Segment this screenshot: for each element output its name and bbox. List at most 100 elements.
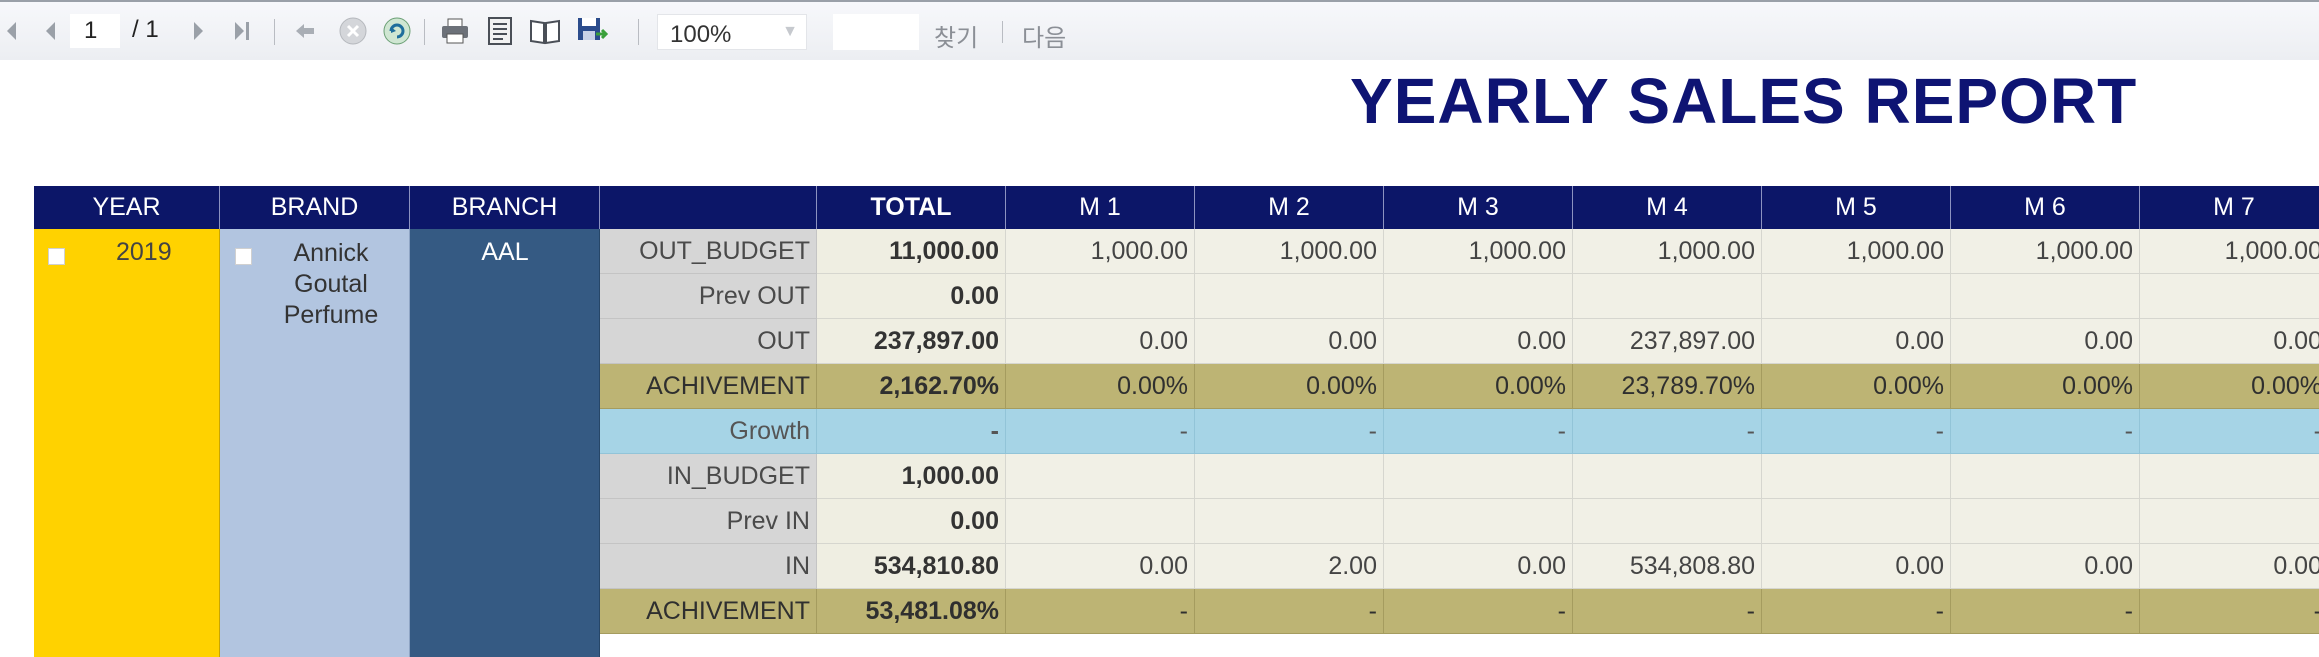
find-link[interactable]: 찾기	[934, 25, 979, 52]
row-label: Prev IN	[600, 499, 817, 544]
export-icon[interactable]	[574, 2, 610, 60]
row-label: ACHIVEMENT	[600, 589, 817, 634]
month-cell-m7: 0.00	[2140, 319, 2319, 364]
month-cell-m6: 1,000.00	[1951, 229, 2140, 274]
total-cell: -	[817, 409, 1006, 454]
report-title: YEARLY SALES REPORT	[1350, 65, 2138, 137]
chevron-down-icon: ▼	[782, 23, 798, 40]
first-page-icon[interactable]	[0, 2, 22, 60]
month-cell-m3	[1384, 454, 1573, 499]
month-cell-m2: 0.00%	[1195, 364, 1384, 409]
month-cell-m1: 0.00%	[1006, 364, 1195, 409]
month-cell-m1: 0.00	[1006, 544, 1195, 589]
month-cell-m2: -	[1195, 589, 1384, 634]
print-icon[interactable]	[438, 2, 472, 60]
page-setup-icon[interactable]	[528, 2, 562, 60]
month-cell-m1: 1,000.00	[1006, 229, 1195, 274]
zoom-select[interactable]: 100% ▼	[657, 14, 807, 50]
row-label: OUT	[600, 319, 817, 364]
zoom-value: 100%	[670, 21, 732, 48]
month-cell-m1: -	[1006, 589, 1195, 634]
total-cell: 534,810.80	[817, 544, 1006, 589]
column-header-metric	[600, 186, 817, 229]
month-cell-m5: -	[1762, 589, 1951, 634]
month-cell-m5: 0.00	[1762, 544, 1951, 589]
month-cell-m5: -	[1762, 409, 1951, 454]
row-label: IN_BUDGET	[600, 454, 817, 499]
stop-icon[interactable]	[336, 2, 370, 60]
month-cell-m7: -	[2140, 409, 2319, 454]
back-icon[interactable]	[290, 2, 320, 60]
column-header-branch: BRANCH	[410, 186, 600, 229]
toolbar-separator	[424, 19, 425, 45]
column-header-m1: M 1	[1006, 186, 1195, 229]
column-header-year: YEAR	[34, 186, 220, 229]
year-value: 2019	[116, 238, 172, 266]
brand-value: Annick Goutal Perfume	[283, 239, 379, 329]
year-toggle-checkbox[interactable]	[48, 248, 65, 265]
find-next-link[interactable]: 다음	[1022, 25, 1067, 52]
month-cell-m2	[1195, 274, 1384, 319]
month-cell-m6	[1951, 274, 2140, 319]
page-total: / 1	[132, 16, 159, 43]
month-cell-m6: -	[1951, 409, 2140, 454]
column-header-m5: M 5	[1762, 186, 1951, 229]
month-cell-m4	[1573, 274, 1762, 319]
month-cell-m7	[2140, 274, 2319, 319]
row-label: Prev OUT	[600, 274, 817, 319]
column-header-m3: M 3	[1384, 186, 1573, 229]
month-cell-m5: 0.00%	[1762, 364, 1951, 409]
column-header-m2: M 2	[1195, 186, 1384, 229]
month-cell-m6	[1951, 454, 2140, 499]
month-cell-m7: 0.00	[2140, 544, 2319, 589]
find-input[interactable]	[833, 14, 919, 50]
month-cell-m6: 0.00%	[1951, 364, 2140, 409]
column-header-m7: M 7	[2140, 186, 2319, 229]
month-cell-m1: 0.00	[1006, 319, 1195, 364]
month-cell-m2: 1,000.00	[1195, 229, 1384, 274]
month-cell-m4	[1573, 454, 1762, 499]
month-cell-m2	[1195, 454, 1384, 499]
report-viewer-toolbar: / 1 100% ▼ 찾기 다음	[0, 0, 2319, 60]
next-page-icon[interactable]	[186, 2, 212, 60]
year-group-cell: 2019	[34, 229, 220, 657]
month-cell-m7	[2140, 499, 2319, 544]
month-cell-m3: 0.00	[1384, 544, 1573, 589]
total-cell: 2,162.70%	[817, 364, 1006, 409]
month-cell-m5	[1762, 499, 1951, 544]
month-cell-m4: -	[1573, 409, 1762, 454]
month-cell-m5	[1762, 454, 1951, 499]
prev-page-icon[interactable]	[36, 2, 64, 60]
month-cell-m7: 0.00%	[2140, 364, 2319, 409]
month-cell-m6: 0.00	[1951, 319, 2140, 364]
month-cell-m6	[1951, 499, 2140, 544]
page-number-input[interactable]	[70, 14, 120, 48]
row-label: IN	[600, 544, 817, 589]
brand-group-cell: Annick Goutal Perfume	[220, 229, 410, 657]
month-cell-m2: 0.00	[1195, 319, 1384, 364]
month-cell-m3: -	[1384, 409, 1573, 454]
row-label: ACHIVEMENT	[600, 364, 817, 409]
month-cell-m5: 0.00	[1762, 319, 1951, 364]
print-layout-icon[interactable]	[484, 2, 516, 60]
month-cell-m7: -	[2140, 589, 2319, 634]
month-cell-m3	[1384, 499, 1573, 544]
branch-group-cell: AAL	[410, 229, 600, 657]
row-label: Growth	[600, 409, 817, 454]
month-cell-m4	[1573, 499, 1762, 544]
month-cell-m1	[1006, 274, 1195, 319]
column-header-brand: BRAND	[220, 186, 410, 229]
month-cell-m7	[2140, 454, 2319, 499]
total-cell: 53,481.08%	[817, 589, 1006, 634]
refresh-icon[interactable]	[380, 2, 414, 60]
month-cell-m2: 2.00	[1195, 544, 1384, 589]
last-page-icon[interactable]	[228, 2, 258, 60]
month-cell-m6: -	[1951, 589, 2140, 634]
toolbar-separator	[274, 19, 275, 45]
month-cell-m4: -	[1573, 589, 1762, 634]
month-cell-m3	[1384, 274, 1573, 319]
row-label: OUT_BUDGET	[600, 229, 817, 274]
brand-toggle-checkbox[interactable]	[235, 248, 252, 265]
month-cell-m4: 1,000.00	[1573, 229, 1762, 274]
month-cell-m6: 0.00	[1951, 544, 2140, 589]
